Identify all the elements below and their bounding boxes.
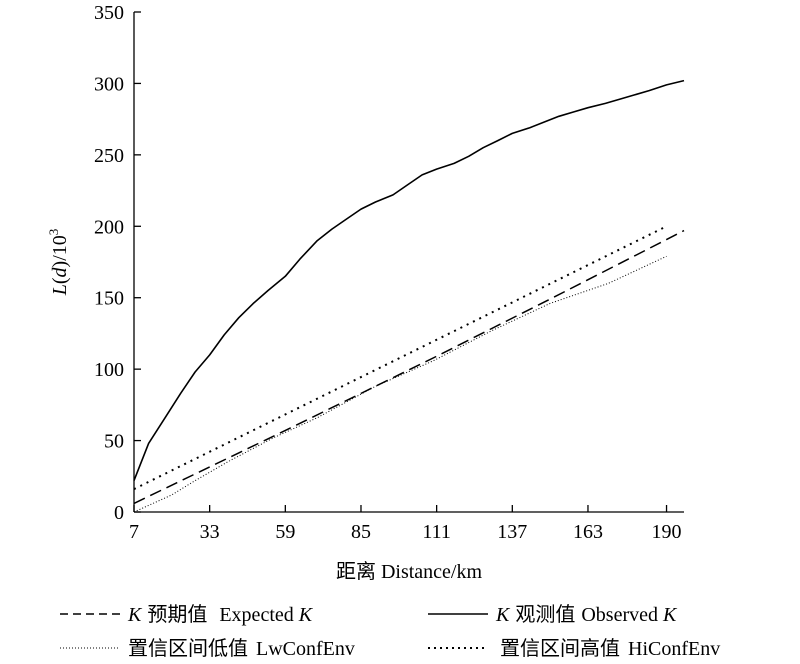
x-tick-label: 33 bbox=[200, 521, 220, 543]
x-tick-label: 163 bbox=[573, 521, 603, 543]
y-tick-label: 300 bbox=[94, 73, 124, 95]
y-ticks: 0 50 100 150 200 250 300 350 bbox=[94, 2, 141, 524]
legend-item-lwconfenv: 置信区间低值 LwConfEnv bbox=[60, 637, 355, 660]
legend-label-observed: K 观测值 Observed K bbox=[495, 603, 678, 626]
y-label-arg: d bbox=[49, 266, 71, 277]
axes bbox=[133, 12, 684, 513]
x-axis-label: 距离 Distance/km bbox=[336, 560, 483, 583]
x-tick-label: 137 bbox=[497, 521, 527, 543]
x-tick-label: 7 bbox=[129, 521, 139, 543]
legend-item-expected: K 预期值 Expected K bbox=[60, 603, 314, 626]
y-tick-label: 50 bbox=[104, 431, 124, 453]
legend: K 预期值 Expected K K 观测值 Observed K 置信区间低值 LwConf… bbox=[60, 603, 720, 660]
x-ticks: 7 33 59 85 111 137 163 190 bbox=[129, 505, 682, 543]
series-line-lwconfenv bbox=[133, 255, 667, 513]
x-tick-label: 190 bbox=[652, 521, 682, 543]
y-tick-label: 250 bbox=[94, 145, 124, 167]
legend-label-lwconfenv: 置信区间低值 LwConfEnv bbox=[128, 637, 355, 660]
y-label-var: L bbox=[49, 284, 71, 296]
y-label-exp: 3 bbox=[46, 229, 61, 236]
x-tick-label: 85 bbox=[351, 521, 371, 543]
y-tick-label: 350 bbox=[94, 2, 124, 24]
x-tick-label: 59 bbox=[275, 521, 295, 543]
legend-item-observed: K 观测值 Observed K bbox=[428, 603, 678, 626]
y-tick-label: 100 bbox=[94, 359, 124, 381]
y-label-close: )/10 bbox=[49, 235, 71, 267]
y-label-open: ( bbox=[49, 277, 71, 284]
series-line-expected bbox=[133, 229, 685, 505]
x-tick-label: 111 bbox=[422, 521, 451, 543]
y-tick-label: 150 bbox=[94, 288, 124, 310]
series-line-hiconfenv bbox=[133, 225, 667, 490]
legend-label-hiconfenv: 置信区间高值 HiConfEnv bbox=[500, 637, 720, 660]
y-tick-label: 200 bbox=[94, 216, 124, 238]
series-line-observed bbox=[133, 79, 685, 481]
legend-item-hiconfenv: 置信区间高值 HiConfEnv bbox=[428, 637, 720, 660]
y-axis-label: L(d)/103 bbox=[46, 229, 71, 297]
y-tick-label: 0 bbox=[114, 502, 124, 524]
series-group bbox=[133, 79, 685, 513]
legend-label-expected: K 预期值 Expected K bbox=[127, 603, 314, 626]
